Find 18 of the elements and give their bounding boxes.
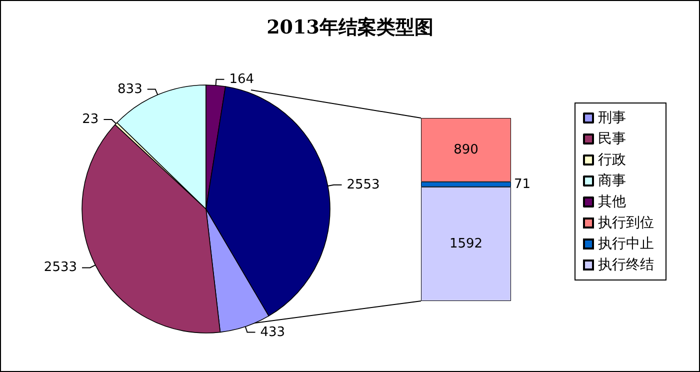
legend-label: 行政	[598, 152, 626, 168]
data-label: 71	[514, 176, 531, 192]
data-label: 890	[454, 142, 478, 158]
data-label: 2533	[44, 260, 78, 276]
data-label: 23	[82, 112, 99, 128]
legend-label: 刑事	[598, 110, 626, 126]
legend-label: 民事	[598, 131, 626, 147]
data-label: 164	[229, 72, 254, 87]
data-label: 833	[118, 82, 142, 97]
chart-title: 2013年结案类型图	[266, 16, 434, 38]
legend-label: 其他	[598, 194, 626, 210]
data-label: 433	[260, 324, 286, 340]
data-label: 2553	[346, 177, 380, 192]
legend-label: 商事	[598, 173, 626, 189]
legend-label: 执行中止	[598, 236, 654, 252]
legend-label: 执行到位	[598, 215, 654, 231]
data-label: 1592	[449, 236, 483, 252]
legend-label: 执行终结	[598, 257, 654, 273]
